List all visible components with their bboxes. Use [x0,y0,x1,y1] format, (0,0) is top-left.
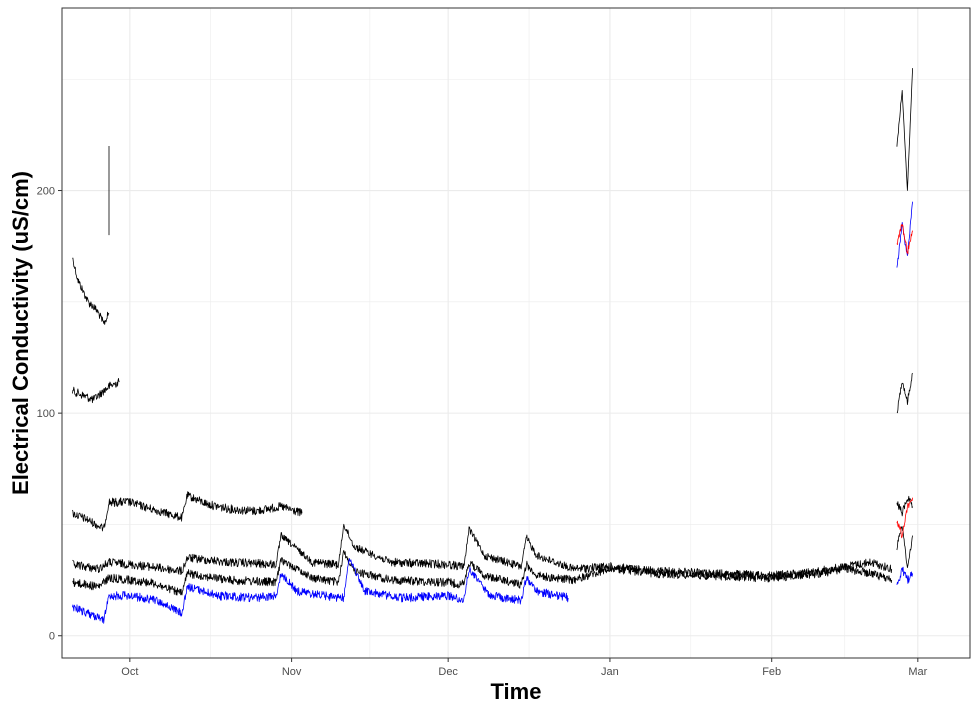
y-tick-label: 100 [37,408,55,420]
y-tick-label: 200 [37,186,55,198]
series-5-line-1 [72,550,893,596]
series-6-line-2 [896,201,913,268]
x-tick-label: Feb [762,666,781,678]
series-2-line-2 [896,372,913,414]
x-axis-title: Time [491,679,542,704]
series-1-line-3 [896,68,913,191]
x-tick-label: Dec [438,666,458,678]
series-1-line-1 [72,257,110,325]
x-tick-label: Mar [908,666,927,678]
series-3-line-2 [896,495,913,517]
series-6-line-1 [72,558,569,624]
series-6-line-3 [896,566,913,585]
series-7-line-1 [896,224,913,255]
grid [62,8,970,658]
x-tick-label: Jan [601,666,619,678]
series-7-line-2 [896,497,913,539]
series-2-line-1 [72,378,120,404]
x-tick-label: Nov [282,666,302,678]
x-tick-label: Oct [121,666,138,678]
series-3-line-1 [72,491,303,532]
axes: 0 100 200 Oct Nov Dec Jan Feb Mar [37,186,928,678]
series-4-line-1 [72,523,893,580]
y-tick-label: 0 [49,631,55,643]
series-layer [72,68,913,624]
series-4-line-2 [896,526,913,568]
y-axis-title: Electrical Conductivity (uS/cm) [8,171,33,495]
panel-border [61,7,971,659]
